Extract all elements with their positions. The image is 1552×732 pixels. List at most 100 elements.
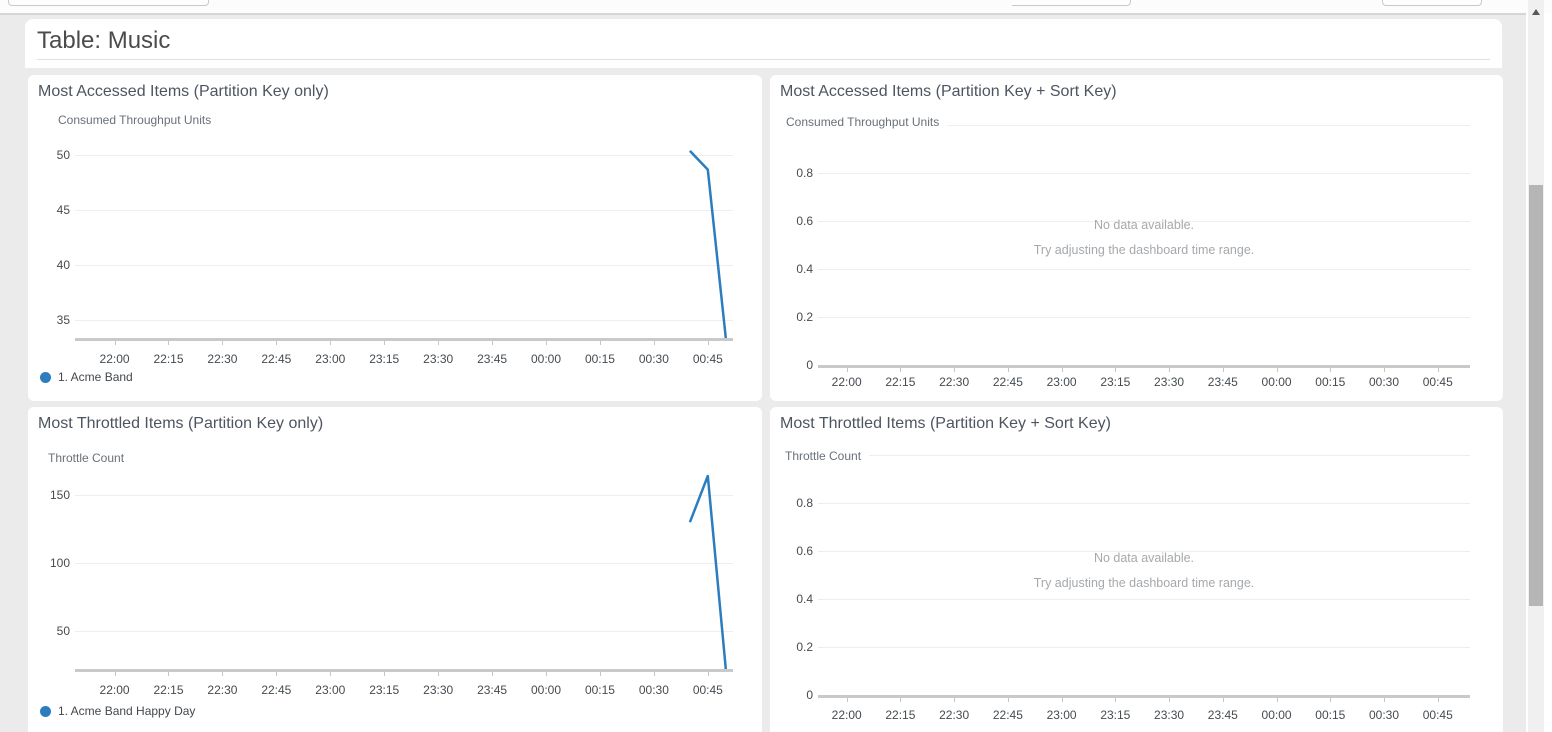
y-tick-label: 0.2	[796, 310, 813, 324]
x-tick-mark	[653, 671, 655, 676]
x-tick-mark	[1222, 697, 1224, 702]
x-tick-label: 23:15	[369, 683, 400, 697]
x-tick-mark	[546, 671, 548, 676]
y-gridline	[75, 630, 733, 632]
y-tick-label: 0.4	[796, 592, 813, 606]
x-axis-baseline	[818, 365, 1470, 368]
chart-plot-most-throttled-pk-sk[interactable]: 0 0.2 0.4 0.6 0.8 22:00 22:15 22:30 22:45 23:00 23…	[770, 407, 1503, 732]
x-tick-label: 00:45	[1422, 375, 1453, 389]
x-tick-label: 22:00	[831, 708, 862, 722]
x-tick-label: 22:00	[99, 683, 130, 697]
y-gridline	[75, 265, 733, 267]
x-tick-label: 22:15	[885, 708, 916, 722]
x-tick-label: 22:45	[261, 352, 292, 366]
x-tick-label: 00:30	[638, 683, 669, 697]
y-gridline	[818, 455, 1470, 456]
x-tick-label: 22:45	[992, 375, 1023, 389]
chart-title: Most Accessed Items (Partition Key + Sor…	[780, 83, 1117, 100]
x-tick-label: 22:30	[939, 375, 970, 389]
x-tick-mark	[653, 340, 655, 345]
x-tick-label: 23:15	[369, 352, 400, 366]
x-tick-mark	[1007, 697, 1009, 702]
x-tick-label: 23:00	[315, 352, 346, 366]
no-data-message: No data available. Try adjusting the das…	[818, 551, 1470, 590]
x-tick-label: 22:00	[99, 352, 130, 366]
x-tick-label: 00:15	[1315, 708, 1346, 722]
x-tick-label: 22:15	[885, 375, 916, 389]
page-title: Table: Music	[37, 27, 171, 54]
y-tick-label: 0.6	[796, 214, 813, 228]
x-tick-label: 23:45	[1207, 708, 1238, 722]
chart-plot-most-accessed-pk[interactable]: 35 40 45 50 22:00 22:15 22:30 22:45 23:00 23:15 23…	[28, 75, 762, 401]
x-tick-label: 22:15	[153, 352, 184, 366]
x-tick-mark	[1330, 697, 1332, 702]
series-line	[688, 474, 728, 670]
x-tick-label: 00:45	[692, 352, 723, 366]
x-tick-mark	[384, 340, 386, 345]
y-axis-label: Throttle Count	[785, 449, 870, 463]
x-tick-mark	[1115, 367, 1117, 372]
y-tick-label: 150	[49, 488, 70, 502]
chart-plot-most-throttled-pk[interactable]: 50 100 150 22:00 22:15 22:30 22:45 23:00 23:15 23…	[28, 407, 762, 732]
y-axis-label: Throttle Count	[48, 451, 133, 465]
panel-most-throttled-partition-sort-key: Most Throttled Items (Partition Key + So…	[770, 407, 1503, 732]
x-tick-label: 23:15	[1100, 708, 1131, 722]
cutoff-control-middle	[1012, 0, 1131, 6]
x-tick-label: 23:00	[1046, 375, 1077, 389]
legend-label[interactable]: 1. Acme Band Happy Day	[58, 704, 196, 718]
x-tick-mark	[438, 340, 440, 345]
y-tick-label: 0	[806, 358, 813, 372]
no-data-line2: Try adjusting the dashboard time range.	[1033, 243, 1255, 257]
x-tick-label: 22:45	[261, 683, 292, 697]
x-tick-mark	[1169, 367, 1171, 372]
no-data-line1: No data available.	[1093, 551, 1195, 565]
legend-label[interactable]: 1. Acme Band	[58, 370, 133, 384]
y-gridline	[818, 599, 1470, 600]
x-tick-mark	[222, 340, 224, 345]
x-tick-label: 00:30	[638, 352, 669, 366]
y-gridline	[818, 551, 1470, 552]
chart-plot-most-accessed-pk-sk[interactable]: 0 0.2 0.4 0.6 0.8 22:00 22:15 22:30 22:45 23:00 23…	[770, 75, 1503, 401]
y-gridline	[75, 320, 733, 322]
x-tick-mark	[599, 340, 601, 345]
y-tick-label: 0.8	[796, 166, 813, 180]
chart-title: Most Throttled Items (Partition Key + So…	[780, 415, 1111, 432]
x-tick-label: 22:45	[992, 708, 1023, 722]
y-tick-label: 35	[56, 313, 70, 327]
x-tick-label: 00:00	[531, 352, 562, 366]
x-tick-mark	[954, 367, 956, 372]
y-gridline	[818, 221, 1470, 222]
y-gridline	[75, 563, 733, 564]
x-tick-label: 00:45	[692, 683, 723, 697]
y-tick-label: 40	[56, 258, 70, 272]
no-data-line2: Try adjusting the dashboard time range.	[1033, 576, 1255, 590]
x-tick-mark	[846, 697, 848, 702]
panel-most-accessed-partition-key: Most Accessed Items (Partition Key only)…	[28, 75, 762, 401]
x-tick-label: 23:00	[1046, 708, 1077, 722]
scroll-up-arrow-icon[interactable]	[1532, 9, 1540, 15]
x-tick-label: 23:45	[477, 352, 508, 366]
vertical-scrollbar[interactable]	[1528, 0, 1544, 732]
x-tick-label: 22:00	[831, 375, 862, 389]
y-gridline	[75, 155, 733, 157]
x-tick-mark	[707, 671, 709, 676]
panel-most-throttled-partition-key: Most Throttled Items (Partition Key only…	[28, 407, 762, 732]
legend-marker-icon	[40, 705, 51, 717]
y-tick-label: 100	[49, 556, 70, 570]
top-strip	[0, 0, 1552, 13]
x-tick-mark	[438, 671, 440, 676]
y-tick-label: 50	[56, 624, 70, 638]
x-tick-mark	[1384, 697, 1386, 702]
x-tick-label: 23:15	[1100, 375, 1131, 389]
x-tick-label: 00:00	[1261, 708, 1292, 722]
x-tick-label: 23:30	[423, 683, 454, 697]
x-tick-mark	[1330, 367, 1332, 372]
header-rule	[37, 59, 1490, 60]
y-tick-label: 0.2	[796, 640, 813, 654]
scrollbar-thumb[interactable]	[1529, 185, 1543, 606]
x-tick-mark	[276, 340, 278, 345]
x-tick-mark	[1169, 697, 1171, 702]
y-gridline	[818, 647, 1470, 648]
x-tick-mark	[900, 697, 902, 702]
